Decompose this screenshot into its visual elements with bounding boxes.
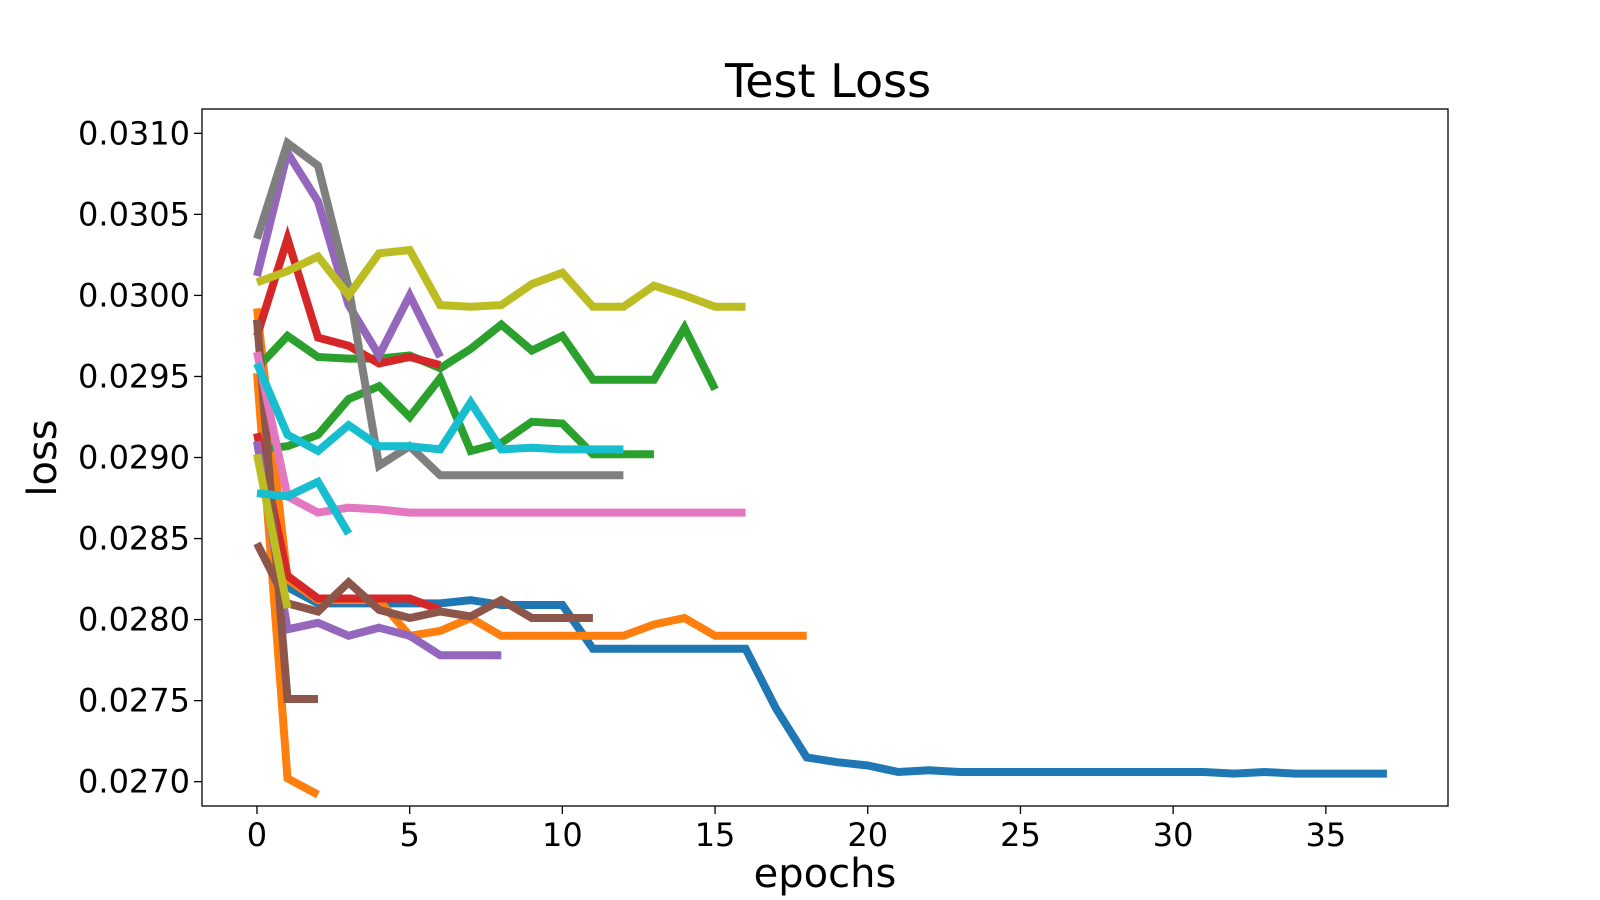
- series-line-17: [256, 476, 353, 536]
- series-line-1: [253, 440, 1387, 778]
- series-line-11: [253, 319, 318, 703]
- y-axis-label: loss: [20, 419, 66, 496]
- series-line-12: [253, 351, 746, 517]
- series-line-4: [254, 319, 719, 392]
- y-tick-label: 0.0300: [78, 276, 190, 314]
- x-tick-label: 10: [542, 816, 583, 854]
- y-tick-label: 0.0285: [78, 520, 190, 558]
- chart-title: Test Loss: [724, 54, 931, 108]
- y-tick-label: 0.0305: [78, 195, 190, 233]
- series-line-7: [253, 432, 442, 614]
- x-tick-label: 0: [247, 816, 267, 854]
- series-line-9: [253, 440, 502, 660]
- series-line-13: [253, 136, 624, 480]
- y-tick-label: 0.0280: [78, 601, 190, 639]
- x-tick-label: 30: [1153, 816, 1194, 854]
- series-line-5: [256, 370, 654, 459]
- series-line-16: [253, 361, 624, 456]
- y-axis-ticks: 0.0270 0.0275 0.0280 0.0285 0.0290 0.0295 0.03…: [78, 114, 202, 801]
- series-layer: [253, 136, 1387, 799]
- x-axis-label: epochs: [754, 851, 897, 897]
- y-tick-label: 0.0295: [78, 357, 190, 395]
- x-tick-label: 25: [1000, 816, 1041, 854]
- x-tick-label: 15: [695, 816, 736, 854]
- y-tick-label: 0.0270: [78, 763, 190, 801]
- series-line-10: [253, 541, 593, 623]
- series-line-14: [255, 245, 746, 311]
- x-tick-label: 20: [847, 816, 888, 854]
- series-line-15: [253, 453, 292, 609]
- y-tick-label: 0.0275: [78, 682, 190, 720]
- y-tick-label: 0.0290: [78, 439, 190, 477]
- y-tick-label: 0.0310: [78, 114, 190, 152]
- x-tick-label: 35: [1305, 816, 1346, 854]
- series-line-6: [253, 225, 442, 369]
- x-tick-label: 5: [399, 816, 419, 854]
- x-axis-ticks: 0 5 10 15 20 25 30 35: [247, 806, 1346, 854]
